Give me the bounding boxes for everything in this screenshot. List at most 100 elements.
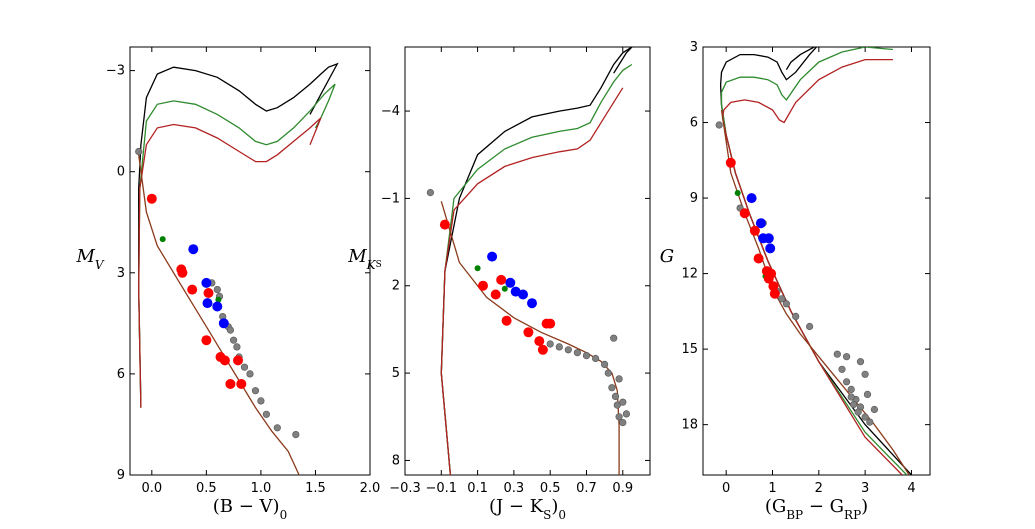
x-label-post-sub: 0 <box>558 508 566 522</box>
point-gray-23 <box>849 400 858 409</box>
point-red-4 <box>501 315 512 326</box>
x-tick-label: 4 <box>907 481 915 496</box>
y-label-sub: K <box>366 258 377 272</box>
point-gray-4 <box>573 349 582 357</box>
point-gray-6 <box>792 312 800 321</box>
point-gray-17 <box>842 353 851 361</box>
point-red-8 <box>225 379 236 389</box>
point-red-0 <box>439 219 450 230</box>
point-gray-14 <box>257 397 265 405</box>
point-red-8 <box>769 288 780 299</box>
y-tick-label: 12 <box>681 267 698 282</box>
x-tick-label: 0 <box>722 481 730 496</box>
point-gray-13 <box>619 419 627 427</box>
plot-frame <box>129 46 371 476</box>
point-green-1 <box>215 296 222 303</box>
isochrone-line-2 <box>721 58 903 475</box>
y-tick-label: 3 <box>690 40 698 55</box>
point-red-3 <box>496 274 507 285</box>
y-tick-label: 9 <box>117 468 125 483</box>
x-axis-label: (J − KS)0 <box>489 496 566 522</box>
point-red-7 <box>537 344 548 355</box>
point-blue-1 <box>755 218 766 229</box>
data-points <box>135 147 300 439</box>
point-gray-6 <box>591 354 600 363</box>
x-tick-label: 0.1 <box>467 481 488 496</box>
y-label-main: M <box>75 246 95 267</box>
point-gray-11 <box>613 401 621 409</box>
x-label-sub: S <box>543 508 551 522</box>
point-red-4 <box>201 335 212 346</box>
point-gray-11 <box>847 385 855 394</box>
point-gray-18 <box>856 358 865 366</box>
y-tick-label: 18 <box>681 418 698 433</box>
point-gray-9 <box>838 365 846 373</box>
point-gray-4 <box>778 295 786 303</box>
point-gray-0 <box>715 121 723 129</box>
point-gray-0 <box>135 147 143 156</box>
isochrone-lines <box>138 62 339 475</box>
point-blue-4 <box>218 318 229 329</box>
y-tick-label: 6 <box>117 367 125 382</box>
isochrone-line-1 <box>440 63 633 475</box>
point-red-10 <box>236 379 247 389</box>
point-red-6 <box>534 336 545 347</box>
point-green-1 <box>501 285 508 292</box>
x-tick-label: −0.3 <box>389 481 421 496</box>
point-blue-2 <box>202 298 213 309</box>
y-tick-label: 5 <box>392 366 400 381</box>
x-tick-label: 0.9 <box>612 481 633 496</box>
point-red-2 <box>490 289 501 300</box>
point-green-0 <box>474 265 481 272</box>
y-label-main: M <box>347 246 367 267</box>
point-gray-7 <box>805 322 814 331</box>
isochrone-lines <box>719 47 912 475</box>
point-gray-17 <box>622 410 631 418</box>
point-red-1 <box>739 208 750 219</box>
x-tick-label: 0.7 <box>576 481 597 496</box>
y-axis-label: MKS <box>347 246 382 272</box>
plot-frame <box>404 46 651 476</box>
isochrone-line-3 <box>720 109 910 475</box>
y-axis-label: G <box>660 246 674 267</box>
point-red-6 <box>766 268 777 279</box>
y-axis-label: MV <box>75 246 104 272</box>
point-red-7 <box>219 355 230 366</box>
point-gray-9 <box>608 384 616 392</box>
point-green-0 <box>159 236 166 243</box>
point-red-9 <box>233 355 243 366</box>
x-label-main: (G <box>765 496 786 517</box>
x-label-mid: − G <box>803 496 844 517</box>
point-red-3 <box>753 253 764 264</box>
x-tick-label: 2 <box>815 481 823 496</box>
data-points <box>426 189 631 427</box>
y-tick-label: −3 <box>106 64 125 79</box>
point-blue-4 <box>765 243 776 254</box>
x-label-sub2: RP <box>844 508 861 522</box>
point-red-2 <box>749 225 760 236</box>
y-tick-label: −4 <box>381 104 400 119</box>
point-gray-16 <box>273 424 281 432</box>
point-gray-14 <box>610 334 618 342</box>
point-gray-0 <box>426 189 435 197</box>
isochrone-line-0 <box>138 62 339 408</box>
point-blue-0 <box>746 193 757 204</box>
point-blue-3 <box>212 301 223 312</box>
point-gray-17 <box>292 431 300 439</box>
x-tick-label: 1.0 <box>251 481 272 496</box>
point-blue-3 <box>763 233 774 244</box>
x-tick-label: 2.0 <box>360 481 381 496</box>
point-gray-21 <box>854 408 862 416</box>
isochrone-line-2 <box>440 87 624 475</box>
point-blue-0 <box>188 244 199 255</box>
x-label-sub: 0 <box>280 508 288 522</box>
y-tick-label: 9 <box>690 191 698 206</box>
x-tick-label: −0.1 <box>426 481 458 496</box>
x-tick-label: 1.5 <box>305 481 326 496</box>
point-blue-1 <box>201 277 212 288</box>
isochrone-line-1 <box>720 47 908 475</box>
point-gray-7 <box>600 360 609 369</box>
point-gray-7 <box>226 326 234 334</box>
